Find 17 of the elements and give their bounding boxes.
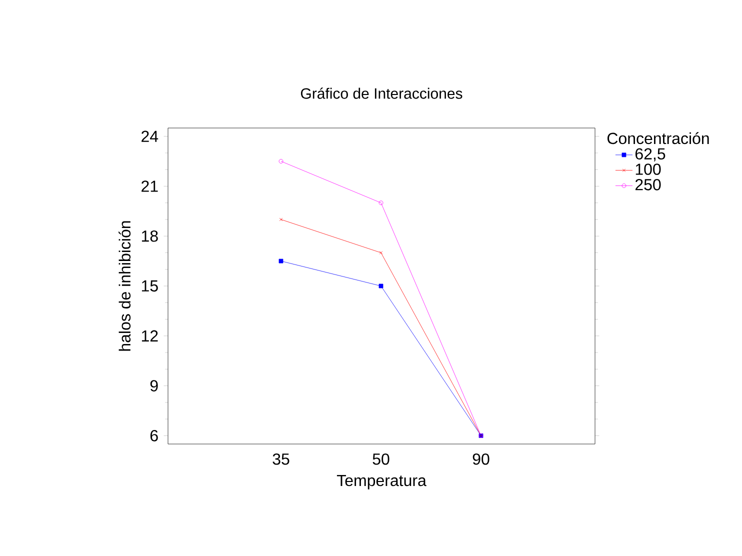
x-tick-label: 90 (472, 453, 490, 465)
y-tick-label: 6 (150, 430, 158, 442)
legend-label: 250 (635, 179, 661, 190)
legend-label: 62,5 (635, 148, 666, 162)
y-tick-label: 9 (150, 380, 158, 392)
x-tick-label: 50 (372, 453, 390, 465)
y-tick-label: 21 (142, 180, 158, 192)
y-tick-label: 12 (142, 330, 158, 342)
y-tick-label: 24 (142, 130, 158, 142)
y-axis-title: halos de inhibición (118, 221, 131, 351)
x-axis-title: Temperatura (336, 474, 426, 490)
y-tick-label: 18 (142, 230, 158, 242)
legend-title: Concentración (607, 132, 709, 144)
x-tick-label: 35 (272, 453, 290, 465)
y-tick-label: 15 (142, 280, 158, 292)
chart-title: Gráfico de Interacciones (300, 88, 462, 99)
legend-label: 100 (636, 164, 661, 175)
